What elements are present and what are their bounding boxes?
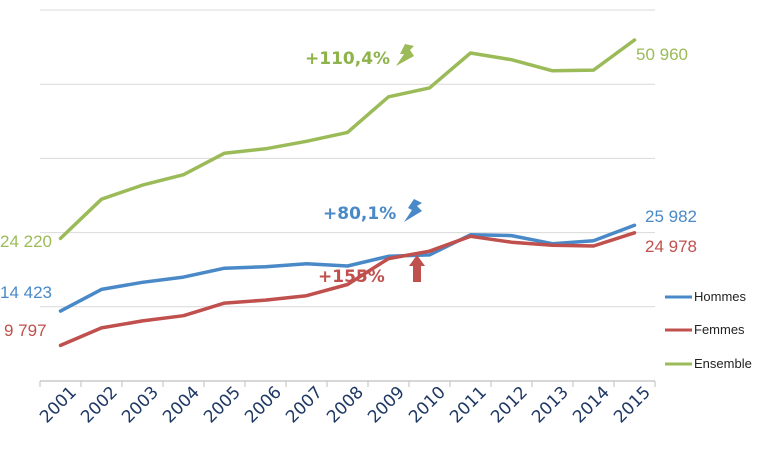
up-arrow-icon	[409, 255, 425, 282]
x-tick-label: 2008	[323, 383, 368, 428]
hommes-end-label: 25 982	[645, 207, 697, 226]
x-tick-label: 2010	[405, 383, 450, 428]
legend-label-femmes: Femmes	[694, 322, 745, 337]
series-lines	[58, 38, 637, 348]
femmes-growth-annotation: +155%	[318, 267, 385, 287]
x-tick-label: 2007	[282, 383, 327, 428]
femmes-start-label: 9 797	[4, 321, 47, 340]
x-tick-label: 2015	[610, 383, 655, 428]
legend-label-ensemble: Ensemble	[694, 356, 752, 371]
x-tick-label: 2004	[159, 383, 204, 428]
x-tick-label: 2009	[364, 383, 409, 428]
ensemble-end-label: 50 960	[636, 45, 688, 64]
x-tick-label: 2006	[241, 383, 286, 428]
x-tick-label: 2003	[118, 383, 163, 428]
series-line-ensemble	[58, 38, 637, 241]
series-line-femmes	[58, 231, 637, 348]
femmes-end-label: 24 978	[645, 237, 697, 256]
x-tick-label: 2012	[487, 383, 532, 428]
x-axis: 2001200220032004200520062007200820092010…	[36, 380, 656, 428]
x-tick-label: 2013	[528, 383, 573, 428]
series-line-hommes	[58, 223, 637, 313]
legend: Hommes Femmes Ensemble	[665, 289, 752, 371]
x-tick-label: 2002	[77, 383, 122, 428]
ensemble-start-label: 24 220	[0, 232, 52, 251]
x-tick-label: 2014	[569, 383, 614, 428]
ensemble-growth-annotation: +110,4%	[305, 49, 390, 69]
hommes-start-label: 14 423	[0, 283, 52, 302]
legend-label-hommes: Hommes	[694, 289, 747, 304]
hommes-growth-annotation: +80,1%	[323, 204, 396, 224]
x-tick-label: 2011	[446, 383, 491, 428]
gridlines	[40, 9, 655, 308]
up-arrow-icon	[404, 199, 422, 222]
x-tick-label: 2005	[200, 383, 245, 428]
up-arrow-icon	[396, 44, 414, 66]
x-tick-label: 2001	[36, 383, 81, 428]
